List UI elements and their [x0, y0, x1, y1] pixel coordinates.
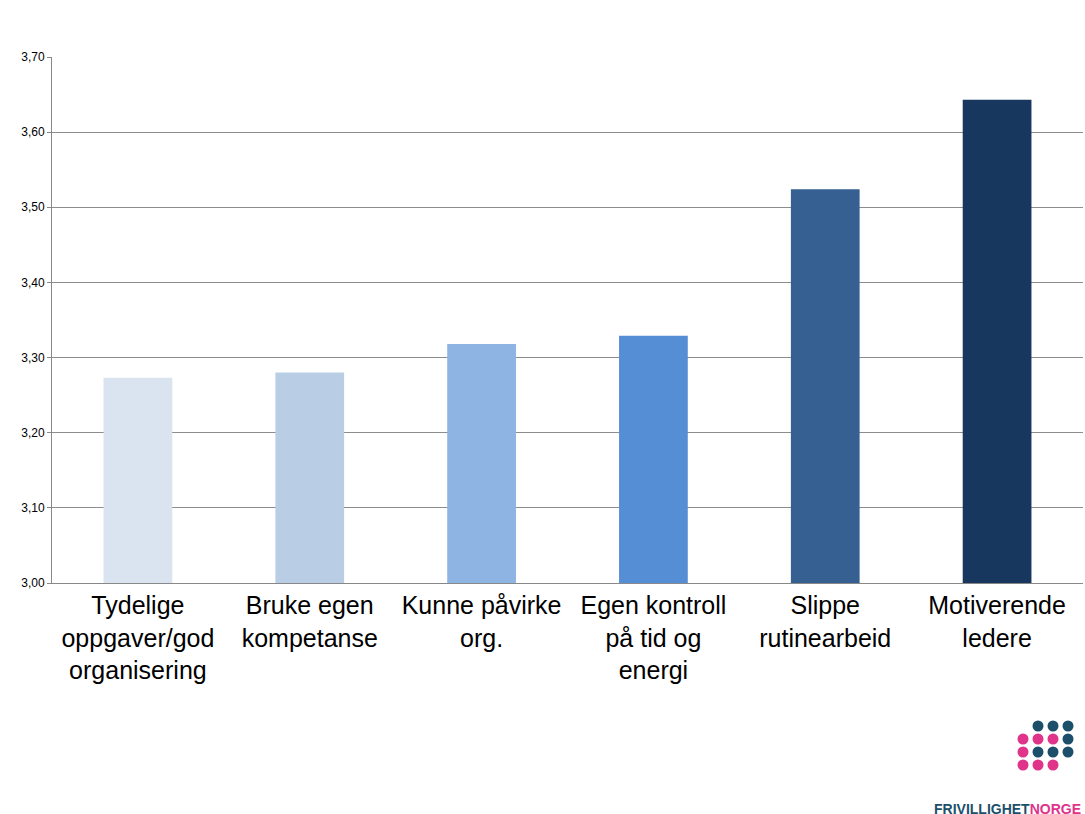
svg-text:Motiverendeledere: Motiverendeledere	[928, 591, 1066, 652]
svg-text:FRIVILLIGHETNORGE: FRIVILLIGHETNORGE	[934, 801, 1081, 814]
svg-text:3,10: 3,10	[21, 501, 45, 515]
svg-text:3,40: 3,40	[21, 276, 45, 290]
svg-text:3,60: 3,60	[21, 125, 45, 139]
svg-text:Tydeligeoppgaver/godorganiseri: Tydeligeoppgaver/godorganisering	[61, 591, 214, 684]
svg-text:Bruke egenkompetanse: Bruke egenkompetanse	[242, 591, 378, 652]
svg-text:Kunne påvirkeorg.: Kunne påvirkeorg.	[402, 591, 562, 652]
svg-text:3,50: 3,50	[21, 200, 45, 214]
svg-text:3,30: 3,30	[21, 351, 45, 365]
svg-text:Slipperutinearbeid: Slipperutinearbeid	[759, 591, 891, 652]
svg-text:3,00: 3,00	[21, 576, 45, 590]
svg-text:Egen kontrollpå tid ogenergi: Egen kontrollpå tid ogenergi	[580, 591, 726, 684]
svg-text:3,70: 3,70	[21, 50, 45, 64]
svg-text:3,20: 3,20	[21, 426, 45, 440]
